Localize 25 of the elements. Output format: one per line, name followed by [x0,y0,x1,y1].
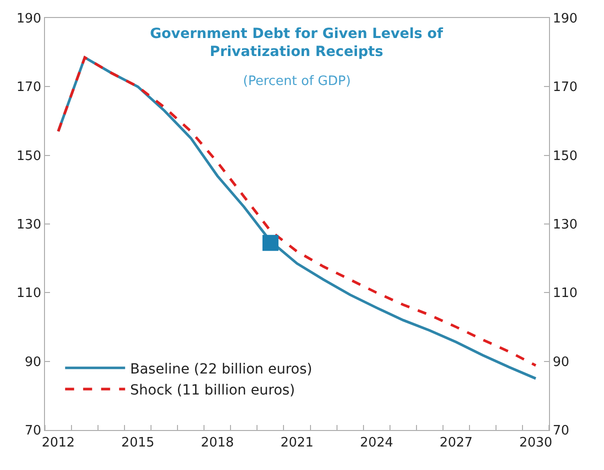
y2-tick-label: 150 [552,148,578,164]
x-tick-label: 2018 [200,436,234,451]
x-tick-label: 2015 [121,436,154,451]
y-tick-label: 170 [16,80,42,96]
legend-label: Shock (11 billion euros) [130,382,296,399]
y2-tick-label: 110 [552,286,578,302]
y-tick-label: 90 [24,354,42,370]
y-tick-label: 110 [16,286,42,302]
legend-label: Baseline (22 billion euros) [130,361,312,378]
x-tick-label: 2012 [42,436,75,451]
x-tick-label: 2030 [519,436,552,451]
x-tick-label: 2027 [440,436,473,451]
y-tick-label: 70 [24,424,42,439]
y2-tick-label: 170 [552,80,578,96]
y2-tick-label: 130 [552,218,578,233]
y2-tick-label: 90 [552,354,570,370]
x-tick-label: 2024 [360,436,394,451]
y-tick-label: 130 [16,218,42,233]
x-tick-label: 2021 [280,436,314,451]
y2-tick-label: 190 [552,12,578,27]
y-tick-label: 190 [16,12,42,27]
y-tick-label: 150 [16,148,42,164]
y2-tick-label: 70 [552,424,570,439]
text: Government Debt for Given Levels of Privatization Receipts [150,26,444,60]
text: (Percent of GDP) [243,74,351,89]
